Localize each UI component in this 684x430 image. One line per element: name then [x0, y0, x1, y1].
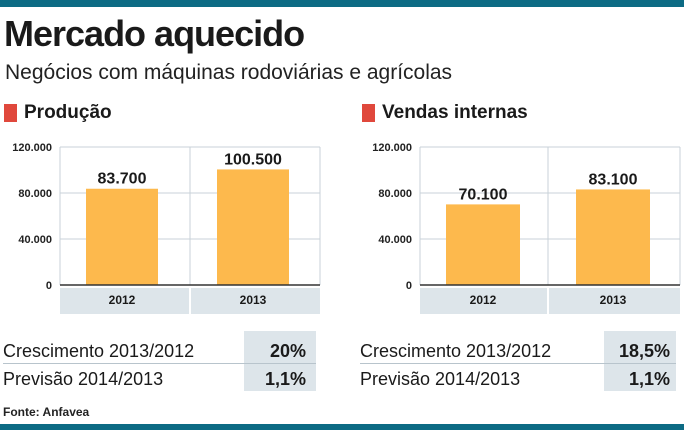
bottom-band	[0, 424, 684, 430]
source-note: Fonte: Anfavea	[3, 405, 90, 419]
panel-title-label: Vendas internas	[382, 102, 528, 123]
x-tick-label: 2013	[240, 293, 267, 307]
data-label: 83.100	[589, 171, 638, 188]
data-label: 70.100	[459, 186, 508, 203]
square-bullet-icon	[362, 103, 375, 122]
forecast-value: 1,1%	[264, 369, 306, 389]
y-tick-label: 0	[406, 280, 412, 292]
category-band	[420, 288, 680, 314]
growth-label: Crescimento 2013/2012	[360, 341, 552, 361]
x-tick-label: 2012	[470, 293, 497, 307]
bar	[86, 188, 158, 285]
stat-box	[244, 331, 316, 391]
forecast-label: Previsão 2014/2013	[360, 369, 521, 389]
stat-box	[604, 331, 676, 391]
data-label: 100.500	[224, 151, 282, 168]
forecast-label: Previsão 2014/2013	[3, 369, 164, 389]
bar-chart-2: 0 40.000 80.000 120.000 70.100 2012 83.100 2013	[372, 142, 681, 314]
growth-value: 20%	[269, 341, 306, 361]
divider	[360, 363, 676, 364]
forecast-value: 1,1%	[628, 369, 670, 389]
divider	[3, 363, 316, 364]
y-tick-label: 40.000	[18, 234, 52, 246]
square-bullet-icon	[4, 103, 17, 122]
bar	[576, 189, 650, 285]
bar-chart-1: 0 40.000 80.000 120.000 83.700 2012 100.500 201…	[12, 142, 321, 314]
x-tick-label: 2012	[109, 293, 136, 307]
y-tick-label: 120.000	[12, 142, 52, 154]
growth-label: Crescimento 2013/2012	[3, 341, 195, 361]
panel-title-producao: Produção	[4, 103, 112, 122]
y-tick-label: 80.000	[18, 188, 52, 200]
panel-title-label: Produção	[24, 102, 112, 123]
y-tick-label: 0	[46, 280, 52, 292]
y-tick-label: 80.000	[378, 188, 412, 200]
top-band	[0, 0, 684, 7]
bar	[446, 204, 520, 285]
growth-value: 18,5%	[618, 341, 670, 361]
panel-title-vendas: Vendas internas	[362, 103, 528, 122]
x-tick-label: 2013	[600, 293, 627, 307]
bar	[217, 169, 289, 285]
y-tick-label: 120.000	[372, 142, 412, 154]
y-tick-label: 40.000	[378, 234, 412, 246]
page-title: Mercado aquecido	[4, 13, 305, 54]
data-label: 83.700	[98, 171, 147, 188]
page-subtitle: Negócios com máquinas rodoviárias e agrí…	[5, 61, 453, 84]
